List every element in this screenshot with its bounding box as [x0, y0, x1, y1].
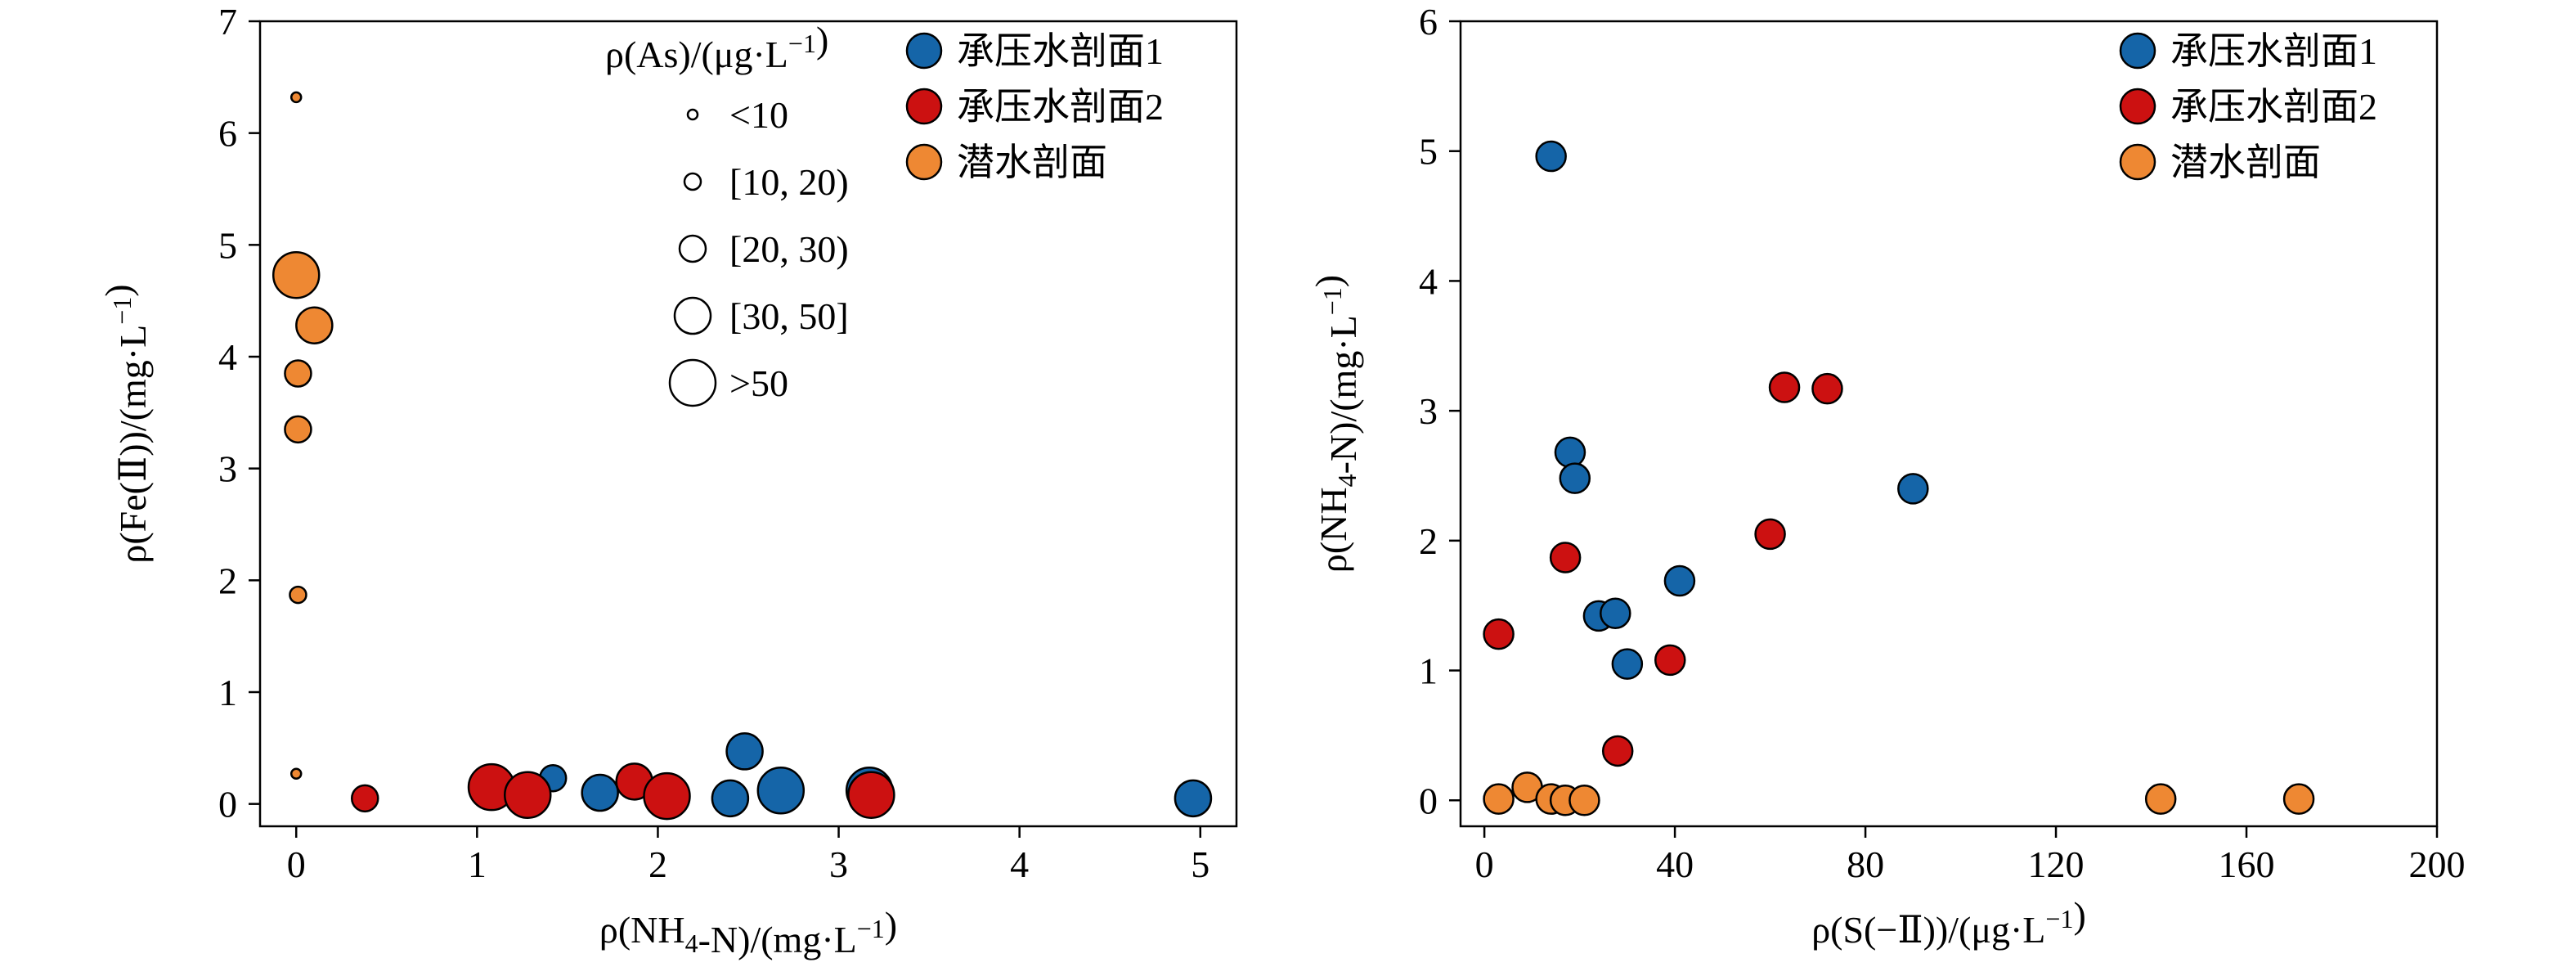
y-tick-label: 4	[218, 336, 237, 378]
y-tick-label: 0	[1419, 780, 1438, 821]
data-point-series-3	[284, 359, 312, 388]
data-point-series-1	[711, 779, 750, 818]
size-legend-marker	[673, 296, 712, 335]
data-point-series-3	[295, 306, 334, 344]
data-point-series-1	[1174, 779, 1213, 818]
data-point-series-1	[756, 767, 806, 815]
size-legend-marker	[668, 358, 717, 407]
x-tick-label: 4	[1010, 843, 1029, 885]
data-point-series-2	[1601, 735, 1634, 767]
legend-marker	[905, 88, 943, 125]
legend-marker	[2119, 32, 2156, 70]
x-tick-label: 160	[2219, 843, 2275, 885]
y-tick-label: 5	[218, 224, 237, 266]
y-tick-label: 3	[218, 448, 237, 490]
y-tick-label: 1	[1419, 650, 1438, 692]
data-point-series-1	[1611, 648, 1644, 680]
legend-label: 潜水剖面	[957, 142, 1107, 183]
legend-marker	[2119, 88, 2156, 125]
data-point-series-2	[1754, 518, 1786, 551]
data-point-series-2	[1483, 618, 1515, 650]
y-tick-label: 3	[1419, 390, 1438, 432]
size-legend-marker	[686, 108, 699, 121]
y-tick-label: 4	[1419, 260, 1438, 302]
legend-marker	[905, 32, 943, 70]
y-tick-label: 0	[218, 784, 237, 825]
size-legend-marker	[678, 234, 707, 263]
y-tick-label: 2	[1419, 520, 1438, 562]
x-tick-label: 40	[1656, 843, 1694, 885]
x-tick-label: 2	[648, 843, 667, 885]
y-axis-label: ρ(NH4-N)/(mg·L−1)	[1308, 275, 1364, 573]
data-point-series-2	[643, 771, 691, 821]
data-point-series-2	[1768, 371, 1801, 403]
legend-label: 承压水剖面2	[2170, 86, 2377, 128]
size-legend-marker	[683, 172, 702, 191]
size-legend-label: [30, 50]	[729, 295, 849, 337]
data-point-series-1	[1559, 462, 1591, 494]
y-tick-label: 6	[1419, 1, 1438, 43]
data-point-series-1	[1663, 564, 1696, 597]
legend-label: 潜水剖面	[2170, 142, 2321, 183]
y-tick-label: 1	[218, 672, 237, 713]
data-point-series-1	[1600, 597, 1631, 629]
left-chart: 0 1 2 3 4 5 0 1 2 3 4 5 6 7 ρ(NH4-N)/(mg·L−1) ρ(Fe(Ⅱ))/…	[97, 1, 1238, 960]
x-tick-label: 120	[2028, 843, 2085, 885]
data-point-series-2	[847, 771, 895, 819]
data-point-series-3	[289, 585, 307, 605]
x-tick-label: 200	[2409, 843, 2466, 885]
data-point-series-3	[1568, 785, 1600, 816]
x-tick-label: 1	[468, 843, 487, 885]
data-point-series-3	[1483, 783, 1515, 815]
data-point-series-1	[581, 773, 619, 812]
x-tick-label: 0	[287, 843, 306, 885]
y-tick-label: 5	[1419, 131, 1438, 173]
legend-marker	[2119, 143, 2156, 181]
data-point-series-2	[1811, 372, 1843, 405]
data-point-series-1	[1535, 140, 1567, 173]
data-point-series-3	[284, 415, 312, 444]
y-tick-label: 2	[218, 560, 237, 601]
plot-frame	[258, 20, 1238, 828]
data-point-series-3	[289, 767, 303, 780]
size-legend-label: [10, 20)	[729, 161, 849, 203]
x-axis-label: ρ(S(−Ⅱ))/(μg·L−1)	[1811, 894, 2086, 951]
plot-frame	[1459, 20, 2439, 828]
data-point-series-3	[289, 91, 303, 104]
x-tick-label: 3	[829, 843, 848, 885]
legend-label: 承压水剖面1	[2170, 30, 2377, 72]
data-point-series-3	[2282, 783, 2315, 815]
y-axis-label: ρ(Fe(Ⅱ))/(mg·L−1)	[97, 284, 154, 563]
data-point-series-2	[350, 784, 379, 813]
x-axis-label: ρ(NH4-N)/(mg·L−1)	[599, 904, 897, 960]
data-point-series-2	[503, 771, 552, 819]
data-point-series-3	[2144, 783, 2177, 815]
data-point-series-1	[1897, 473, 1929, 505]
y-tick-label: 7	[218, 1, 237, 43]
x-tick-label: 0	[1475, 843, 1494, 885]
data-point-series-2	[1654, 644, 1686, 677]
data-point-series-1	[1554, 436, 1586, 469]
x-tick-label: 5	[1191, 843, 1209, 885]
right-chart: 0 40 80 120 160 200 0 1 2 3 4 5 6 ρ(S(−Ⅱ))/(μg·L−1) ρ(…	[1308, 1, 2466, 951]
size-legend-label: >50	[729, 362, 788, 404]
size-legend-label: <10	[729, 94, 788, 136]
legend-marker	[905, 143, 943, 181]
legend-label: 承压水剖面1	[957, 30, 1164, 72]
y-tick-label: 6	[218, 113, 237, 155]
size-legend-label: [20, 30)	[729, 228, 849, 270]
size-legend-title: ρ(As)/(μg·L−1)	[605, 19, 828, 75]
data-point-series-1	[725, 732, 764, 771]
legend-label: 承压水剖面2	[957, 86, 1164, 128]
x-tick-label: 80	[1847, 843, 1884, 885]
data-point-series-2	[1549, 542, 1582, 573]
data-point-series-3	[272, 250, 321, 299]
